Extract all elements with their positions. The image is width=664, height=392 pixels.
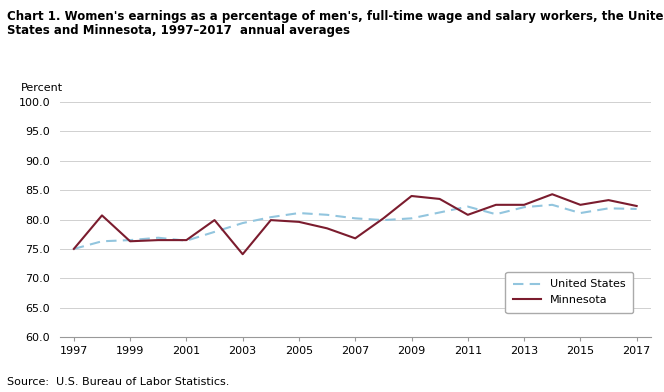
United States [436,210,444,215]
United States [70,247,78,251]
Minnesota [408,194,416,198]
Minnesota [210,218,218,222]
Text: Chart 1. Women's earnings as a percentage of men's, full-time wage and salary wo: Chart 1. Women's earnings as a percentag… [7,10,664,23]
Minnesota [633,204,641,209]
Minnesota [464,212,472,217]
United States [154,235,162,240]
United States [604,206,612,211]
United States [633,207,641,211]
United States [210,229,218,234]
Legend: United States, Minnesota: United States, Minnesota [505,272,633,313]
Text: Source:  U.S. Bureau of Labor Statistics.: Source: U.S. Bureau of Labor Statistics. [7,377,229,387]
United States [351,216,359,221]
Minnesota [576,202,584,207]
Text: States and Minnesota, 1997–2017  annual averages: States and Minnesota, 1997–2017 annual a… [7,24,350,37]
Minnesota [604,198,612,202]
Minnesota [436,196,444,201]
United States [183,238,191,243]
Minnesota [70,247,78,251]
Minnesota [520,202,528,207]
United States [295,211,303,216]
United States [520,205,528,210]
Minnesota [548,192,556,197]
United States [379,218,387,222]
United States [267,215,275,220]
Minnesota [238,252,246,257]
Line: Minnesota: Minnesota [74,194,637,254]
Minnesota [295,220,303,224]
United States [238,221,246,225]
Minnesota [126,239,134,244]
United States [98,239,106,244]
Minnesota [351,236,359,241]
United States [576,211,584,216]
Text: Percent: Percent [21,82,64,93]
Minnesota [154,238,162,242]
Minnesota [492,202,500,207]
Line: United States: United States [74,205,637,249]
United States [323,212,331,217]
United States [548,202,556,207]
Minnesota [379,216,387,221]
United States [464,204,472,209]
United States [492,212,500,216]
Minnesota [267,218,275,222]
Minnesota [98,213,106,218]
United States [408,216,416,221]
United States [126,238,134,242]
Minnesota [323,226,331,230]
Minnesota [183,238,191,242]
